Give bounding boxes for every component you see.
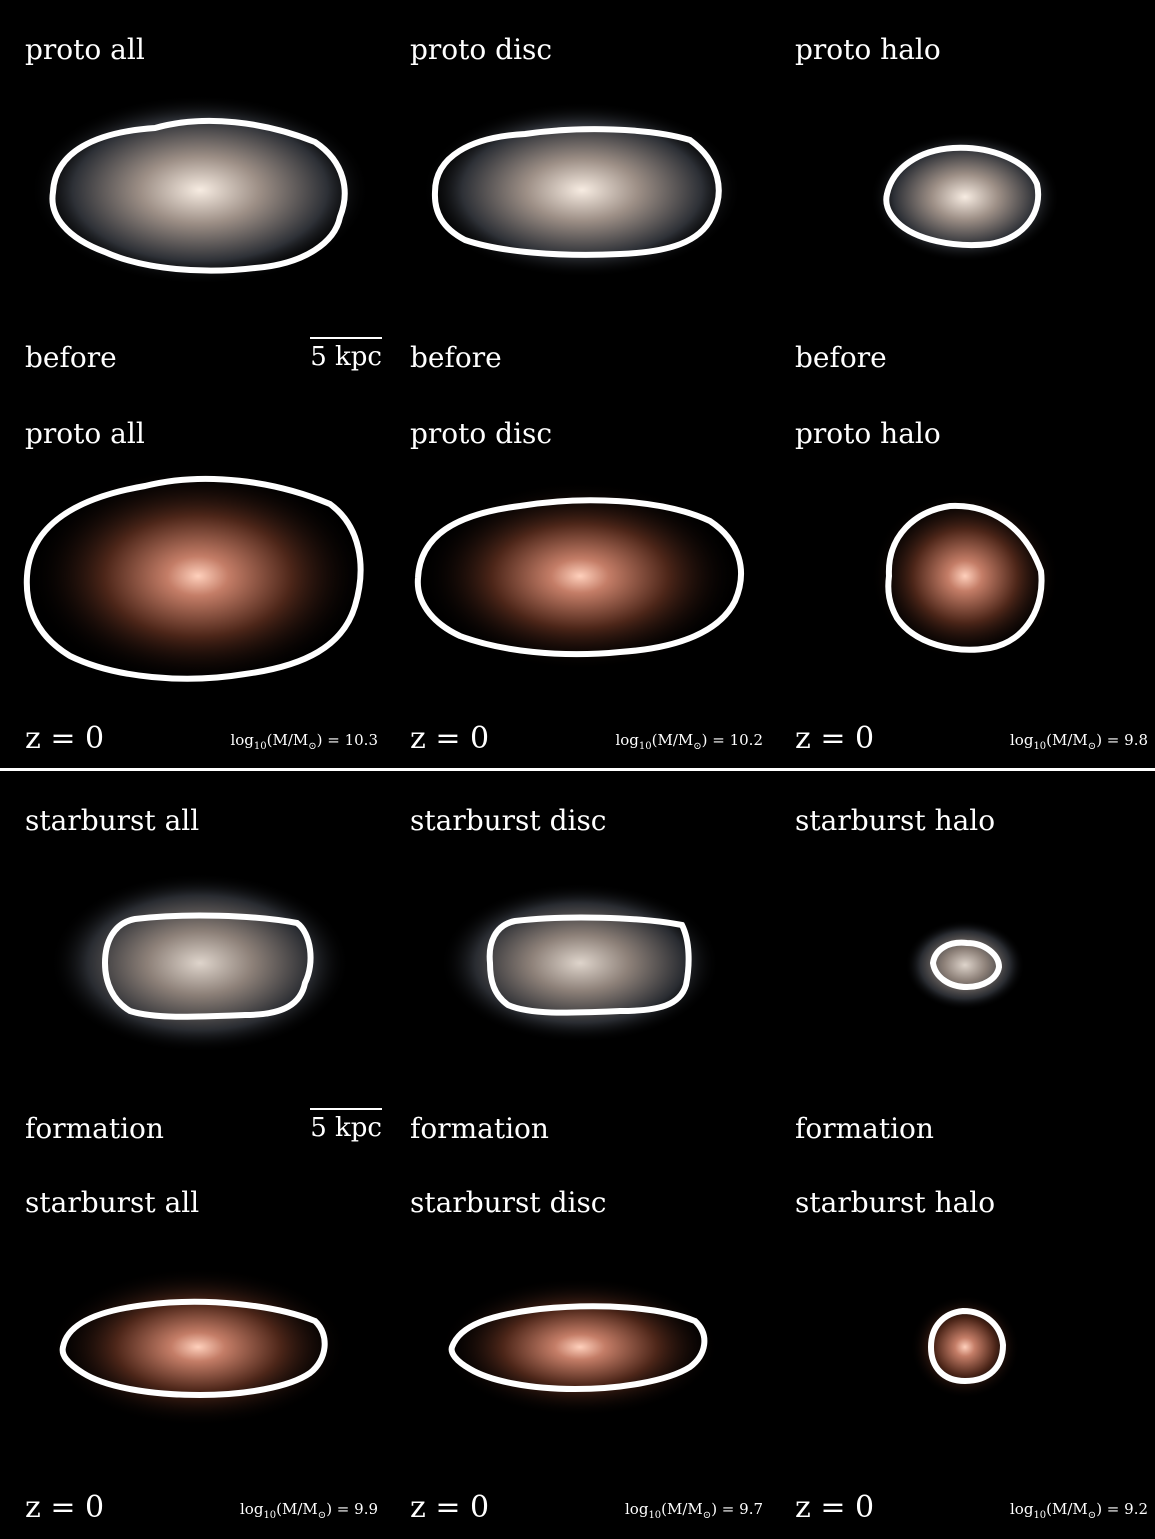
panel-proto-halo-before: proto halo before xyxy=(775,2,1155,386)
panel-proto-disc-z0: proto disc z = 0 log10(M/M⊙) = 10.2 xyxy=(390,386,773,770)
panel-starburst-halo-formation: starburst halo formation xyxy=(775,773,1155,1157)
contour-line xyxy=(929,939,1003,991)
redshift-label: z = 0 xyxy=(410,1490,490,1525)
contour-line xyxy=(59,1298,328,1399)
galaxy-image xyxy=(30,95,370,285)
galaxy-image xyxy=(23,466,368,686)
stellar-mass-label: log10(M/M⊙) = 9.9 xyxy=(240,1500,378,1521)
epoch-label: before xyxy=(410,341,502,374)
epoch-label: formation xyxy=(795,1112,934,1145)
galaxy-image xyxy=(870,491,1060,661)
galaxy-image xyxy=(422,102,742,278)
panel-title: proto all xyxy=(25,417,145,450)
epoch-label: formation xyxy=(410,1112,549,1145)
panel-proto-all-before: proto all before 5 kpc xyxy=(5,2,388,386)
galaxy-image xyxy=(905,920,1025,1010)
panel-title: starburst all xyxy=(25,1186,200,1219)
stellar-mass-label: log10(M/M⊙) = 10.2 xyxy=(615,731,763,752)
galaxy-image xyxy=(910,1295,1020,1399)
panel-starburst-all-formation: starburst all formation 5 kpc xyxy=(5,773,388,1157)
contour-line xyxy=(431,126,722,258)
panel-starburst-all-z0: starburst all z = 0 log10(M/M⊙) = 9.9 xyxy=(5,1155,388,1539)
redshift-label: z = 0 xyxy=(25,1490,105,1525)
panel-title: starburst halo xyxy=(795,804,996,837)
scale-bar: 5 kpc xyxy=(310,337,382,372)
stellar-mass-label: log10(M/M⊙) = 9.7 xyxy=(625,1500,763,1521)
galaxy-image xyxy=(440,883,720,1043)
panel-proto-disc-before: proto disc before xyxy=(390,2,773,386)
contour-line xyxy=(23,475,364,682)
redshift-label: z = 0 xyxy=(25,721,105,756)
panel-title: proto disc xyxy=(410,33,553,66)
contour-line xyxy=(486,914,692,1016)
galaxy-image xyxy=(414,481,744,671)
redshift-label: z = 0 xyxy=(410,721,490,756)
stellar-mass-label: log10(M/M⊙) = 9.2 xyxy=(1010,1500,1148,1521)
stellar-mass-label: log10(M/M⊙) = 10.3 xyxy=(230,731,378,752)
scale-bar-label: 5 kpc xyxy=(310,342,382,372)
galaxy-image xyxy=(50,873,350,1053)
panel-starburst-disc-z0: starburst disc z = 0 log10(M/M⊙) = 9.7 xyxy=(390,1155,773,1539)
epoch-label: before xyxy=(25,341,117,374)
panel-title: proto all xyxy=(25,33,145,66)
panel-title: starburst disc xyxy=(410,1186,607,1219)
panel-starburst-disc-formation: starburst disc formation xyxy=(390,773,773,1157)
galaxy-image xyxy=(870,132,1060,262)
contour-line xyxy=(101,912,314,1020)
redshift-label: z = 0 xyxy=(795,721,875,756)
group-separator xyxy=(0,768,1155,771)
panel-starburst-halo-z0: starburst halo z = 0 log10(M/M⊙) = 9.2 xyxy=(775,1155,1155,1539)
contour-line xyxy=(448,1303,708,1393)
stellar-mass-label: log10(M/M⊙) = 9.8 xyxy=(1010,731,1148,752)
redshift-label: z = 0 xyxy=(795,1490,875,1525)
contour-line xyxy=(883,144,1042,249)
panel-proto-all-z0: proto all z = 0 log10(M/M⊙) = 10.3 xyxy=(5,386,388,770)
panel-title: starburst halo xyxy=(795,1186,996,1219)
contour-line xyxy=(49,118,348,274)
galaxy-image xyxy=(440,1277,720,1417)
panel-title: starburst all xyxy=(25,804,200,837)
scale-bar-label: 5 kpc xyxy=(310,1113,382,1143)
contour-line xyxy=(414,497,744,658)
galaxy-image xyxy=(48,1267,348,1427)
panel-title: starburst disc xyxy=(410,804,607,837)
panel-title: proto disc xyxy=(410,417,553,450)
contour-line xyxy=(927,1307,1007,1385)
panel-title: proto halo xyxy=(795,417,941,450)
contour-line xyxy=(885,502,1045,653)
panel-title: proto halo xyxy=(795,33,941,66)
scale-bar: 5 kpc xyxy=(310,1108,382,1143)
panel-proto-halo-z0: proto halo z = 0 log10(M/M⊙) = 9.8 xyxy=(775,386,1155,770)
epoch-label: formation xyxy=(25,1112,164,1145)
epoch-label: before xyxy=(795,341,887,374)
